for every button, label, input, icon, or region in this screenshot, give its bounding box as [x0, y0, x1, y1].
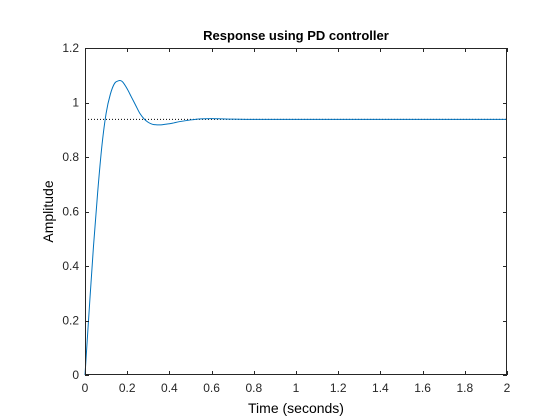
y-tick-label: 0.6	[62, 205, 79, 219]
plot-area	[85, 48, 507, 375]
x-tick-label: 1.2	[330, 381, 347, 395]
y-tick-label: 1.2	[62, 41, 79, 55]
x-axis-label: Time (seconds)	[248, 400, 344, 416]
x-tick-label: 1.8	[456, 381, 473, 395]
y-axis-label: Amplitude	[40, 180, 56, 242]
step-response-series-line	[84, 79, 507, 376]
x-tick-label: 1	[293, 381, 300, 395]
y-tick-label: 0.2	[62, 314, 79, 328]
y-tick-label: 0.8	[62, 150, 79, 164]
x-tick-label: 0.2	[119, 381, 136, 395]
x-tick-label: 1.4	[372, 381, 389, 395]
y-tick-label: 1	[72, 96, 79, 110]
x-tick-label: 0.4	[161, 381, 178, 395]
x-tick-label: 2	[504, 381, 511, 395]
x-tick-label: 0	[82, 381, 89, 395]
x-tick-label: 0.6	[203, 381, 220, 395]
y-tick-label: 0.4	[62, 259, 79, 273]
x-tick-label: 0.8	[245, 381, 262, 395]
y-tick-label: 0	[72, 368, 79, 382]
x-tick-label: 1.6	[414, 381, 431, 395]
chart-title: Response using PD controller	[203, 28, 389, 43]
series-layer	[84, 79, 507, 376]
tick-layer: 0 0.2 0.4 0.6 0.8 1 1.2 1.4 1.6 1.8 2 0 0.2 0.4 0.6 0.8…	[62, 41, 510, 395]
